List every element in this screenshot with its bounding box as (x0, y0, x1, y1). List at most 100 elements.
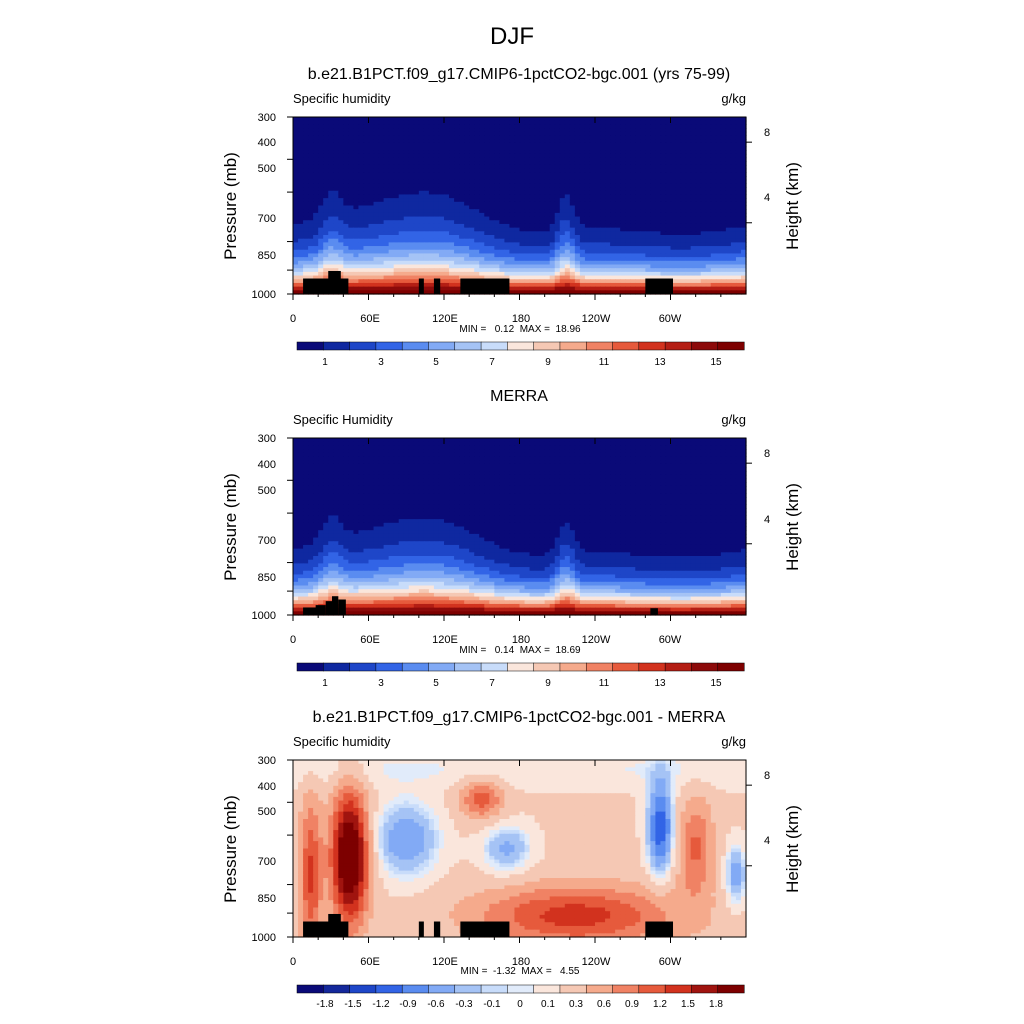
contour-cell (499, 452, 505, 458)
contour-cell (484, 187, 490, 192)
contour-cell (444, 209, 450, 214)
colorbar-swatch (664, 341, 692, 351)
contour-cell (579, 168, 586, 173)
contour-cell (514, 445, 521, 450)
contour-cell (444, 271, 450, 277)
contour-cell (469, 264, 475, 269)
contour-cell (393, 441, 400, 446)
contour-cell (610, 157, 616, 162)
contour-cell (564, 190, 571, 196)
contour-cell (715, 120, 722, 125)
contour-cell (650, 231, 656, 236)
contour-cell (589, 131, 596, 137)
contour-cell (393, 146, 400, 151)
contour-cell (313, 238, 319, 243)
contour-cell (293, 198, 299, 203)
contour-cell (610, 290, 616, 295)
contour-cell (740, 449, 747, 454)
contour-cell (514, 139, 521, 144)
contour-cell (690, 275, 697, 280)
contour-cell (398, 246, 405, 251)
contour-cell (333, 201, 339, 207)
contour-cell (363, 172, 370, 177)
contour-cell (459, 268, 465, 273)
contour-cell (625, 249, 631, 255)
contour-cell (685, 128, 692, 133)
contour-cell (489, 246, 495, 251)
contour-cell (615, 124, 621, 129)
contour-cell (615, 172, 621, 177)
contour-cell (635, 231, 641, 236)
contour-cell (685, 139, 692, 144)
contour-cell (464, 142, 470, 148)
contour-cell (293, 260, 299, 266)
contour-cell (363, 456, 370, 461)
contour-cell (685, 441, 692, 446)
contour-cell (660, 139, 667, 144)
contour-cell (479, 253, 485, 258)
contour-cell (660, 168, 667, 173)
contour-cell (559, 150, 566, 155)
contour-cell (363, 139, 370, 144)
contour-cell (595, 161, 601, 166)
contour-cell (313, 268, 319, 273)
contour-cell (534, 157, 541, 162)
contour-cell (655, 271, 662, 277)
contour-cell (408, 194, 415, 199)
contour-cell (695, 124, 702, 129)
contour-cell (685, 223, 692, 229)
contour-cell (413, 161, 420, 166)
contour-cell (549, 172, 556, 177)
colorbar-label: 1 (322, 357, 328, 368)
contour-cell (333, 153, 339, 159)
contour-cell (589, 264, 596, 269)
contour-cell (403, 290, 410, 295)
contour-cell (363, 150, 370, 155)
contour-cell (524, 282, 531, 288)
contour-cell (423, 235, 430, 240)
contour-cell (489, 257, 495, 262)
contour-cell (454, 460, 460, 465)
contour-cell (343, 198, 349, 203)
contour-cell (504, 131, 511, 137)
contour-cell (313, 139, 319, 144)
contour-cell (318, 441, 324, 446)
contour-cell (353, 268, 360, 273)
contour-cell (595, 201, 601, 207)
contour-cell (328, 117, 334, 122)
contour-cell (418, 452, 425, 458)
contour-cell (730, 257, 737, 262)
contour-cell (373, 183, 380, 188)
contour-cell (423, 179, 430, 184)
contour-cell (358, 445, 365, 450)
contour-cell (695, 201, 702, 207)
contour-cell (333, 135, 339, 140)
contour-cell (323, 139, 329, 144)
contour-cell (524, 198, 531, 203)
contour-cell (645, 249, 651, 255)
contour-cell (403, 260, 410, 266)
contour-cell (343, 209, 349, 214)
contour-cell (403, 131, 410, 137)
contour-cell (494, 179, 500, 184)
contour-cell (438, 117, 445, 122)
contour-cell (615, 128, 621, 133)
contour-cell (353, 238, 360, 243)
contour-cell (449, 231, 455, 236)
contour-cell (534, 445, 541, 450)
contour-cell (564, 449, 571, 454)
contour-cell (660, 128, 667, 133)
contour-cell (680, 249, 687, 255)
contour-cell (720, 249, 727, 255)
contour-cell (574, 135, 581, 140)
contour-cell (353, 146, 360, 151)
contour-cell (499, 150, 505, 155)
contour-cell (383, 153, 390, 159)
contour-cell (519, 198, 526, 203)
contour-cell (308, 209, 314, 214)
contour-cell (373, 438, 380, 443)
contour-cell (685, 275, 692, 280)
contour-cell (514, 201, 521, 207)
contour-cell (595, 164, 601, 170)
contour-cell (665, 190, 672, 196)
